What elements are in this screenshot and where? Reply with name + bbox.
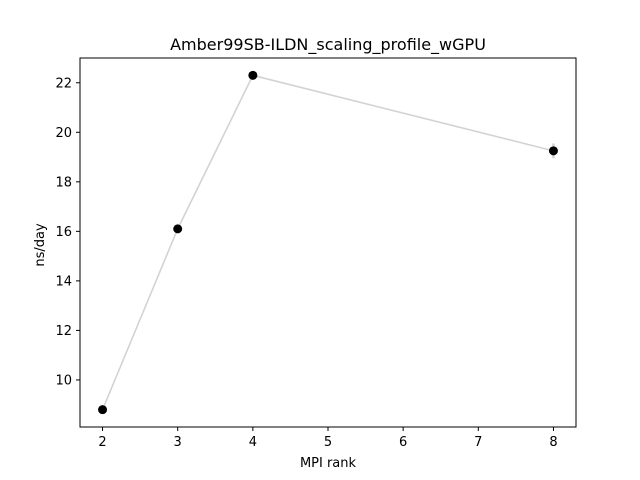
y-tick-label: 16	[55, 225, 72, 240]
data-point	[98, 405, 108, 415]
y-tick-label: 22	[55, 76, 72, 91]
chart-title: Amber99SB-ILDN_scaling_profile_wGPU	[170, 35, 486, 55]
data-point	[173, 224, 183, 234]
x-tick-label: 6	[399, 435, 407, 450]
x-tick-label: 2	[98, 435, 106, 450]
y-axis-label: ns/day	[33, 223, 48, 267]
x-tick-label: 3	[174, 435, 182, 450]
x-tick-label: 5	[324, 435, 332, 450]
y-tick-label: 18	[55, 175, 72, 190]
y-tick-label: 14	[55, 274, 72, 289]
data-point	[248, 70, 258, 80]
y-tick-label: 12	[55, 324, 72, 339]
x-axis-label: MPI rank	[300, 456, 357, 471]
series-line	[101, 74, 554, 410]
x-tick-label: 8	[549, 435, 557, 450]
y-tick-label: 10	[55, 373, 72, 388]
plot-area: 2 3 4 5 6 7 8 10 12 14 16 18 20 22	[55, 57, 577, 450]
y-tick-label: 20	[55, 126, 72, 141]
data-point	[548, 146, 558, 156]
x-tick-label: 7	[474, 435, 482, 450]
x-tick-label: 4	[249, 435, 257, 450]
